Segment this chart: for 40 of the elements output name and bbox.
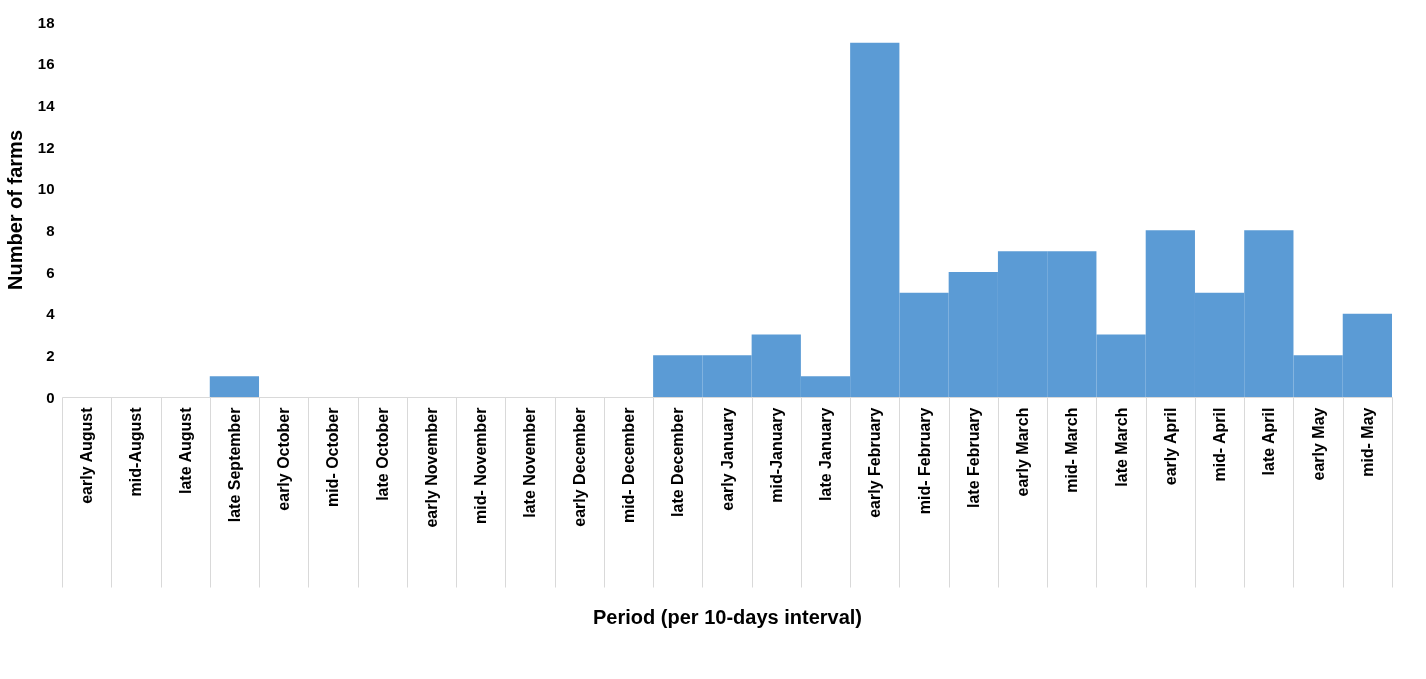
x-tick-label: late August	[176, 406, 194, 495]
y-tick-label: 6	[46, 263, 55, 281]
y-tick-label: 8	[46, 221, 55, 239]
x-tick-label: late September	[225, 407, 243, 523]
y-axis-title: Number of farms	[3, 129, 26, 291]
x-tick-label: early April	[1161, 407, 1179, 486]
x-tick-label: late April	[1260, 407, 1278, 476]
x-tick-label: mid-January	[767, 407, 785, 503]
x-tick-label: mid-August	[127, 406, 145, 497]
x-tick-label: mid- April	[1211, 407, 1229, 482]
x-tick-label: early January	[718, 407, 736, 511]
x-tick-label: late October	[373, 407, 391, 501]
y-tick-label: 0	[46, 388, 55, 406]
x-tick-label: early May	[1309, 407, 1327, 481]
x-tick-label: late February	[964, 407, 982, 508]
x-tick-label: early December	[570, 407, 588, 527]
x-tick-label: mid- October	[324, 407, 342, 508]
y-tick-label: 2	[46, 346, 55, 364]
x-tick-label: early February	[866, 407, 884, 518]
y-tick-label: 12	[37, 138, 55, 156]
y-tick-label: 10	[37, 180, 55, 198]
x-tick-label: mid- November	[472, 407, 490, 524]
x-tick-label: early November	[422, 407, 440, 528]
x-axis-title: Period (per 10-days interval)	[593, 606, 862, 628]
x-tick-label: late November	[521, 407, 539, 518]
y-tick-label: 14	[37, 96, 56, 114]
y-tick-label: 18	[37, 13, 55, 31]
y-tick-label: 16	[37, 55, 55, 73]
x-tick-label: early August	[78, 406, 96, 504]
y-tick-label: 4	[46, 305, 56, 323]
x-tick-label: mid- December	[619, 407, 637, 524]
x-tick-label: mid- February	[915, 407, 933, 515]
x-tick-label: mid- May	[1358, 407, 1376, 477]
x-tick-label: early March	[1014, 407, 1032, 497]
x-tick-label: late December	[669, 407, 687, 517]
x-tick-label: mid- March	[1063, 407, 1081, 493]
bar	[209, 376, 260, 397]
x-tick-label: late March	[1112, 407, 1130, 487]
x-tick-label: late January	[817, 407, 835, 501]
x-tick-label: early October	[275, 407, 293, 511]
